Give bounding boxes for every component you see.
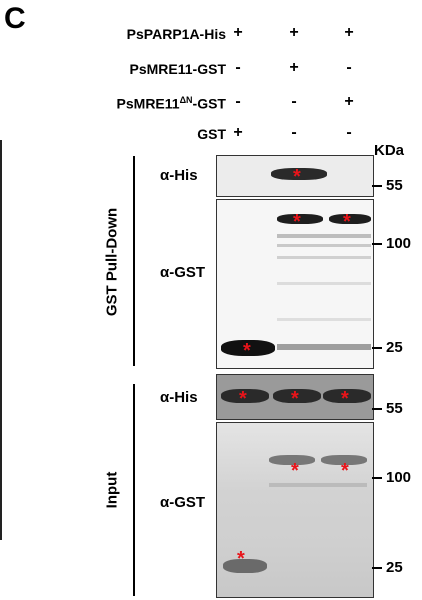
- condition-label-mre11-dn: PsMRE11ΔN-GST: [16, 95, 226, 112]
- marker-tick: [372, 243, 382, 245]
- blot-gst-pulldown: * * *: [216, 199, 374, 369]
- star-marker: *: [239, 388, 247, 410]
- band: [323, 389, 371, 403]
- antibody-label: α-GST: [160, 264, 206, 281]
- marker-tick: [372, 185, 382, 187]
- marker-25: 25: [386, 339, 403, 356]
- faint-band: [277, 256, 371, 259]
- blot-gst-input: * * *: [216, 422, 374, 598]
- star-marker: *: [343, 211, 351, 233]
- band: [221, 389, 269, 403]
- kda-label: KDa: [374, 142, 405, 159]
- sign: -: [291, 124, 297, 141]
- star-marker: *: [237, 548, 245, 570]
- sign: -: [346, 59, 352, 76]
- sign: +: [344, 93, 354, 110]
- band: [271, 168, 327, 180]
- sign: -: [235, 93, 241, 110]
- sign: -: [235, 59, 241, 76]
- star-marker: *: [291, 460, 299, 482]
- band-gst: [221, 340, 275, 356]
- star-marker: *: [293, 211, 301, 233]
- delta-n-superscript: ΔN: [179, 95, 193, 105]
- blot-his-pulldown: *: [216, 155, 374, 197]
- condition-label-parp: PsPARP1A-His: [126, 26, 226, 42]
- condition-label-gst: GST: [197, 126, 226, 142]
- sign: -: [346, 124, 352, 141]
- section-label-input: Input: [103, 471, 121, 509]
- star-marker: *: [293, 166, 301, 188]
- faint-band: [277, 234, 371, 238]
- sign: +: [289, 24, 299, 41]
- antibody-label: α-GST: [160, 494, 206, 511]
- section-bracket-pulldown: [133, 156, 135, 366]
- star-marker: *: [341, 460, 349, 482]
- marker-tick: [372, 567, 382, 569]
- star-marker: *: [291, 388, 299, 410]
- faint-band: [277, 318, 371, 321]
- marker-tick: [372, 408, 382, 410]
- band: [321, 455, 367, 465]
- section-bracket-input: [133, 384, 135, 596]
- marker-100: 100: [386, 235, 412, 252]
- blot-his-input: * * *: [216, 374, 374, 420]
- marker-tick: [372, 347, 382, 349]
- sign: +: [233, 124, 243, 141]
- panel-letter: C: [4, 2, 26, 35]
- star-marker: *: [341, 388, 349, 410]
- band-gst: [223, 559, 267, 573]
- section-label-pulldown: GST Pull-Down: [103, 207, 121, 317]
- condition-label-mre11-dn-suffix: -GST: [192, 95, 226, 112]
- band: [269, 455, 315, 465]
- marker-tick: [372, 477, 382, 479]
- faint-band: [277, 344, 371, 350]
- marker-55: 55: [386, 177, 403, 194]
- band: [277, 214, 323, 224]
- sign: -: [291, 93, 297, 110]
- band: [273, 389, 321, 403]
- band: [329, 214, 371, 224]
- faint-band: [269, 483, 367, 487]
- marker-25: 25: [386, 559, 403, 576]
- antibody-label: α-His: [160, 389, 198, 406]
- condition-label-mre11: PsMRE11-GST: [129, 61, 226, 77]
- marker-55: 55: [386, 400, 403, 417]
- antibody-label: α-His: [160, 167, 198, 184]
- sign: +: [344, 24, 354, 41]
- star-marker: *: [243, 340, 251, 362]
- condition-label-mre11-dn-base: PsMRE11: [116, 95, 180, 112]
- sign: +: [289, 59, 299, 76]
- faint-band: [277, 244, 371, 247]
- left-edge-line: [0, 140, 2, 540]
- marker-100: 100: [386, 469, 412, 486]
- sign: +: [233, 24, 243, 41]
- faint-band: [277, 282, 371, 285]
